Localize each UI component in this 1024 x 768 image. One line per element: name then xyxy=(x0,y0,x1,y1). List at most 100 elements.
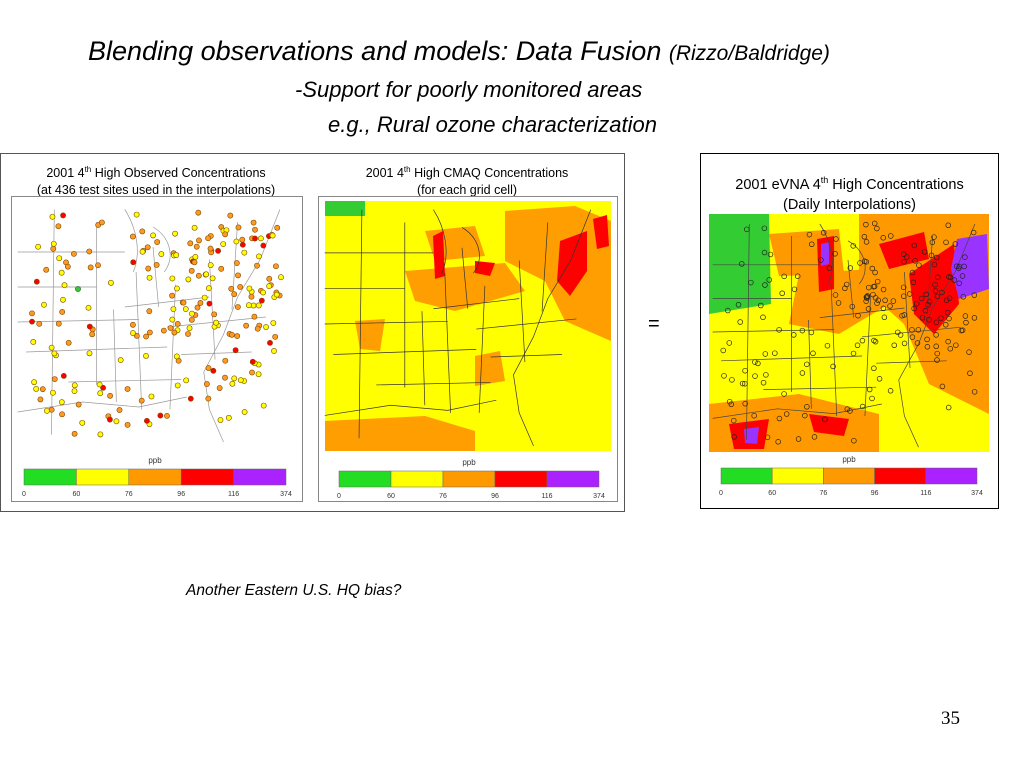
site-marker xyxy=(897,332,904,338)
site-marker xyxy=(951,277,958,283)
site-marker xyxy=(194,304,201,311)
site-marker xyxy=(887,388,894,394)
site-marker xyxy=(270,320,277,326)
site-marker xyxy=(931,261,938,268)
site-marker xyxy=(882,297,888,304)
site-marker xyxy=(900,284,907,291)
site-marker xyxy=(144,244,151,251)
site-marker xyxy=(866,386,873,393)
site-marker xyxy=(945,404,952,411)
site-marker xyxy=(255,371,262,378)
site-marker xyxy=(241,249,248,256)
site-marker xyxy=(880,235,886,241)
site-marker xyxy=(139,228,146,235)
cmaq-map-svg: ppb 0 60 76 96 116 374 xyxy=(324,201,611,500)
site-marker xyxy=(185,331,191,337)
site-marker xyxy=(30,339,37,345)
site-marker xyxy=(933,319,940,326)
site-marker xyxy=(764,434,771,441)
site-marker xyxy=(725,307,731,314)
site-marker xyxy=(809,241,815,247)
site-marker xyxy=(961,263,967,270)
site-marker xyxy=(802,412,808,419)
site-marker xyxy=(173,252,180,258)
site-marker xyxy=(273,263,279,270)
site-marker xyxy=(806,231,813,238)
site-marker xyxy=(252,235,258,242)
lake-michigan-outline xyxy=(819,223,833,285)
legend-swatch xyxy=(494,470,548,488)
site-marker xyxy=(246,285,253,292)
site-marker xyxy=(191,259,198,266)
site-marker xyxy=(952,241,959,247)
site-marker xyxy=(71,388,78,394)
site-marker xyxy=(49,213,56,220)
site-marker xyxy=(256,253,262,260)
site-marker xyxy=(260,242,267,249)
site-marker xyxy=(60,296,66,303)
site-markers xyxy=(720,220,978,445)
site-marker xyxy=(881,314,888,321)
site-marker xyxy=(50,245,57,252)
legend-tick: 374 xyxy=(593,493,605,500)
site-marker xyxy=(193,243,200,250)
map-observed: ppb 0 60 76 96 116 374 xyxy=(11,196,303,502)
site-marker xyxy=(847,265,854,271)
panel-1-caption-line2: (at 436 test sites used in the interpola… xyxy=(36,183,276,198)
state-line xyxy=(181,351,252,355)
site-marker xyxy=(60,373,67,379)
site-marker xyxy=(966,349,972,355)
site-marker xyxy=(779,290,785,297)
site-marker xyxy=(730,417,737,424)
site-marker xyxy=(228,331,235,338)
site-marker xyxy=(863,221,869,228)
state-line xyxy=(444,273,451,413)
site-marker xyxy=(216,385,223,391)
model-field xyxy=(325,201,611,451)
state-line xyxy=(830,283,838,417)
legend-tick: 374 xyxy=(971,490,983,497)
site-marker xyxy=(933,254,940,261)
slide-title: Blending observations and models: Data F… xyxy=(88,36,830,67)
legend-tick: 0 xyxy=(22,491,26,498)
site-marker xyxy=(263,324,269,330)
site-marker xyxy=(58,269,65,276)
site-marker xyxy=(58,399,65,406)
site-marker xyxy=(143,333,149,340)
site-marker xyxy=(926,317,932,323)
site-marker xyxy=(234,304,241,310)
site-marker xyxy=(274,224,281,231)
site-marker xyxy=(874,225,880,232)
site-marker xyxy=(195,272,202,279)
site-marker xyxy=(934,293,941,300)
site-marker xyxy=(767,251,774,258)
site-marker xyxy=(201,294,208,301)
lake-huron-outline xyxy=(461,227,480,274)
site-marker xyxy=(228,285,235,292)
site-marker xyxy=(218,265,225,272)
observed-sites-map-svg: ppb 0 60 76 96 116 374 xyxy=(14,199,296,498)
site-marker xyxy=(96,381,103,388)
site-marker xyxy=(231,291,238,298)
site-marker xyxy=(901,251,907,257)
site-marker xyxy=(143,353,149,359)
legend-swatch xyxy=(442,470,496,488)
site-marker xyxy=(721,373,727,379)
site-marker xyxy=(943,239,949,246)
panel-3-caption: 2001 eVNA 4th High Concentrations (Daily… xyxy=(702,170,997,215)
site-marker xyxy=(752,373,758,379)
site-marker xyxy=(763,372,769,378)
site-marker xyxy=(742,367,748,374)
site-marker xyxy=(150,232,156,239)
site-marker xyxy=(50,240,57,247)
site-marker xyxy=(891,342,898,349)
orange-zone xyxy=(475,351,505,386)
site-marker xyxy=(138,397,145,404)
site-marker xyxy=(776,327,782,333)
site-marker xyxy=(233,238,240,245)
site-marker xyxy=(761,225,768,232)
site-marker xyxy=(209,275,216,282)
site-marker xyxy=(56,255,63,262)
site-marker xyxy=(203,381,210,387)
site-marker xyxy=(808,329,815,336)
